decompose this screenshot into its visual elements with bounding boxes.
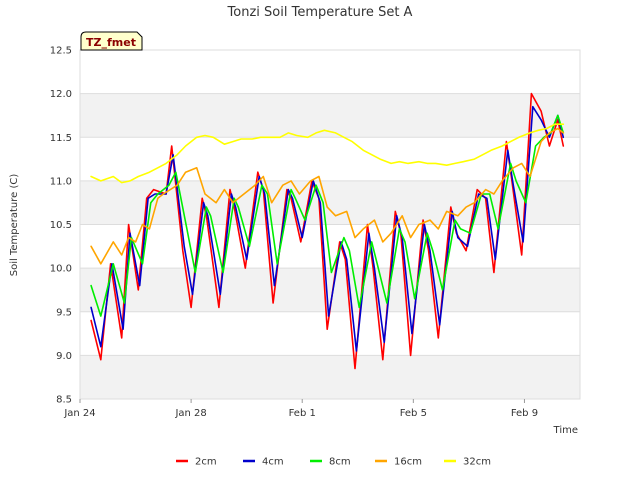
series-line-2cm (90, 92, 565, 370)
plot-band (80, 93, 580, 138)
x-tick-label: Feb 1 (289, 408, 316, 419)
plot-band (80, 355, 580, 399)
x-tick-label: Jan 24 (63, 408, 95, 419)
y-axis-label: Soil Temperature (C) (9, 174, 20, 277)
y-tick-label: 11.0 (50, 176, 72, 187)
x-axis-ticks: Jan 24 Jan 28 Feb 1 Feb 5 Feb 9 (63, 399, 538, 419)
legend-label-16cm: 16cm (394, 457, 422, 468)
series-layer (90, 92, 565, 370)
station-badge-label: TZ_fmet (86, 36, 136, 49)
y-tick-label: 9.5 (56, 307, 72, 318)
series-line-4cm (90, 105, 565, 352)
y-tick-label: 10.5 (50, 220, 72, 231)
y-tick-label: 11.5 (50, 133, 72, 144)
x-tick-label: Jan 28 (174, 408, 206, 419)
legend-label-4cm: 4cm (262, 457, 284, 468)
chart-title: Tonzi Soil Temperature Set A (227, 5, 413, 20)
x-axis-label: Time (553, 425, 578, 436)
plot-border (79, 49, 581, 400)
legend: 2cm 4cm 8cm 16cm 32cm (176, 457, 491, 468)
series-line-8cm (90, 114, 565, 317)
station-badge: TZ_fmet (80, 31, 143, 51)
plot-band (80, 180, 580, 225)
y-tick-label: 12.0 (50, 89, 72, 100)
y-tick-label: 8.5 (56, 395, 72, 406)
series-line-16cm (90, 127, 565, 265)
legend-label-8cm: 8cm (329, 457, 351, 468)
x-tick-label: Feb 9 (511, 408, 538, 419)
y-axis-ticks: 8.5 9.0 9.5 10.0 10.5 11.0 11.5 12.0 12.5 (50, 46, 72, 406)
y-tick-label: 9.0 (56, 351, 72, 362)
x-tick-label: Feb 5 (400, 408, 427, 419)
y-tick-label: 12.5 (50, 46, 72, 57)
y-tick-label: 10.0 (50, 264, 72, 275)
series-line-32cm (90, 123, 565, 184)
legend-label-32cm: 32cm (463, 457, 491, 468)
legend-label-2cm: 2cm (195, 457, 217, 468)
